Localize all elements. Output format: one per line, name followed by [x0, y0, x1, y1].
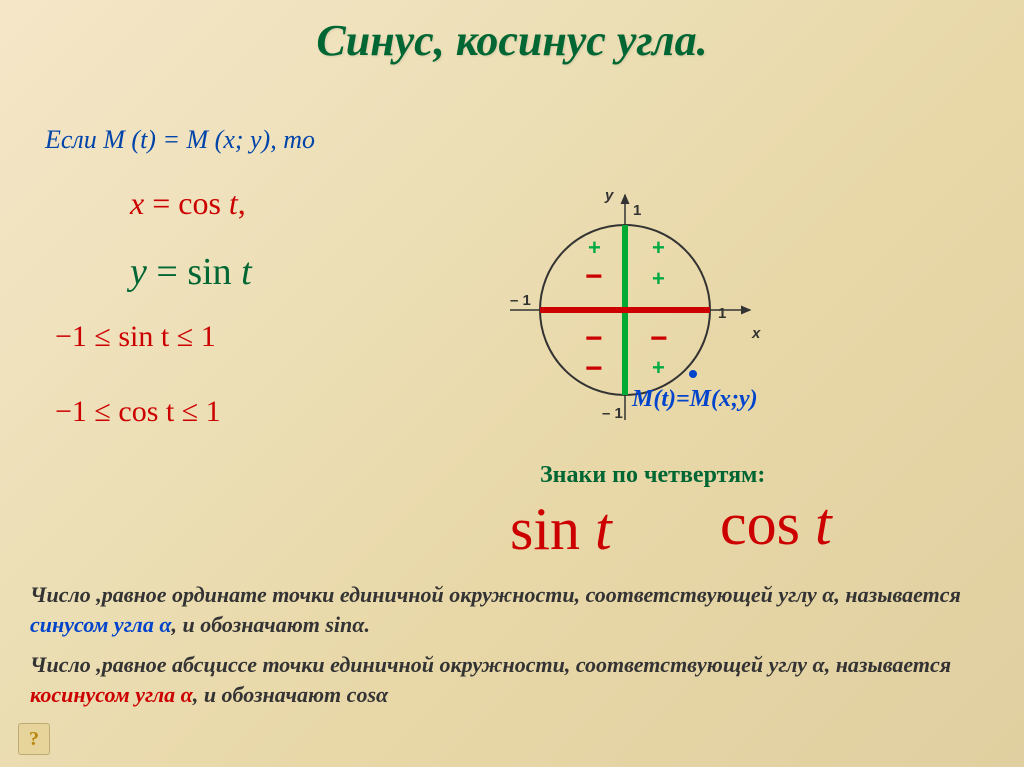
help-button[interactable]: ?	[18, 723, 50, 755]
tick-1-top: 1	[633, 202, 641, 219]
equation-sin: y = sin t	[130, 250, 252, 294]
def1-text-a: Число ,равное ординате точки единичной о…	[30, 582, 961, 607]
def1-highlight: синусом угла α	[30, 612, 172, 637]
inequality-cos: −1 ≤ cos t ≤ 1	[55, 395, 221, 429]
q2-cos-sign: −	[585, 260, 603, 293]
q3-sin-sign: −	[585, 322, 603, 355]
unit-circle-diagram: 1 1 – 1 – 1 x y + − + + − − − +	[470, 170, 780, 480]
y-axis-label: y	[604, 187, 614, 204]
definition-sin: Число ,равное ординате точки единичной о…	[30, 580, 994, 639]
q3-cos-sign: −	[585, 352, 603, 385]
point-m-label: M(t)=M(x;y)	[632, 386, 758, 413]
def2-highlight: косинусом угла α	[30, 682, 193, 707]
x-axis-label: x	[751, 325, 761, 342]
q1-sin-sign: +	[652, 235, 665, 260]
page-title: Синус, косинус угла.	[0, 15, 1024, 66]
tick-1-right: 1	[718, 305, 726, 322]
intro-line: Если M (t) = M (x; y), то	[45, 125, 315, 155]
q4-sin-sign: −	[650, 322, 668, 355]
tick-neg1-bottom: – 1	[602, 405, 623, 422]
point-m-dot	[689, 370, 697, 378]
def2-text-a: Число ,равное абсциссе точки единичной о…	[30, 652, 951, 677]
signs-title: Знаки по четвертям:	[540, 462, 765, 489]
big-sin-label: sin t	[510, 495, 612, 564]
q2-sin-sign: +	[588, 235, 601, 260]
def2-text-b: , и обозначают cosα	[193, 682, 388, 707]
big-cos-label: cos t	[720, 490, 832, 559]
equation-cos: x = cos t,	[130, 185, 246, 222]
q4-cos-sign: +	[652, 355, 665, 380]
tick-neg1-left: – 1	[510, 292, 531, 309]
inequality-sin: −1 ≤ sin t ≤ 1	[55, 320, 216, 354]
def1-text-b: , и обозначают sinα.	[172, 612, 370, 637]
q1-cos-sign: +	[652, 266, 665, 291]
definition-cos: Число ,равное абсциссе точки единичной о…	[30, 650, 994, 709]
